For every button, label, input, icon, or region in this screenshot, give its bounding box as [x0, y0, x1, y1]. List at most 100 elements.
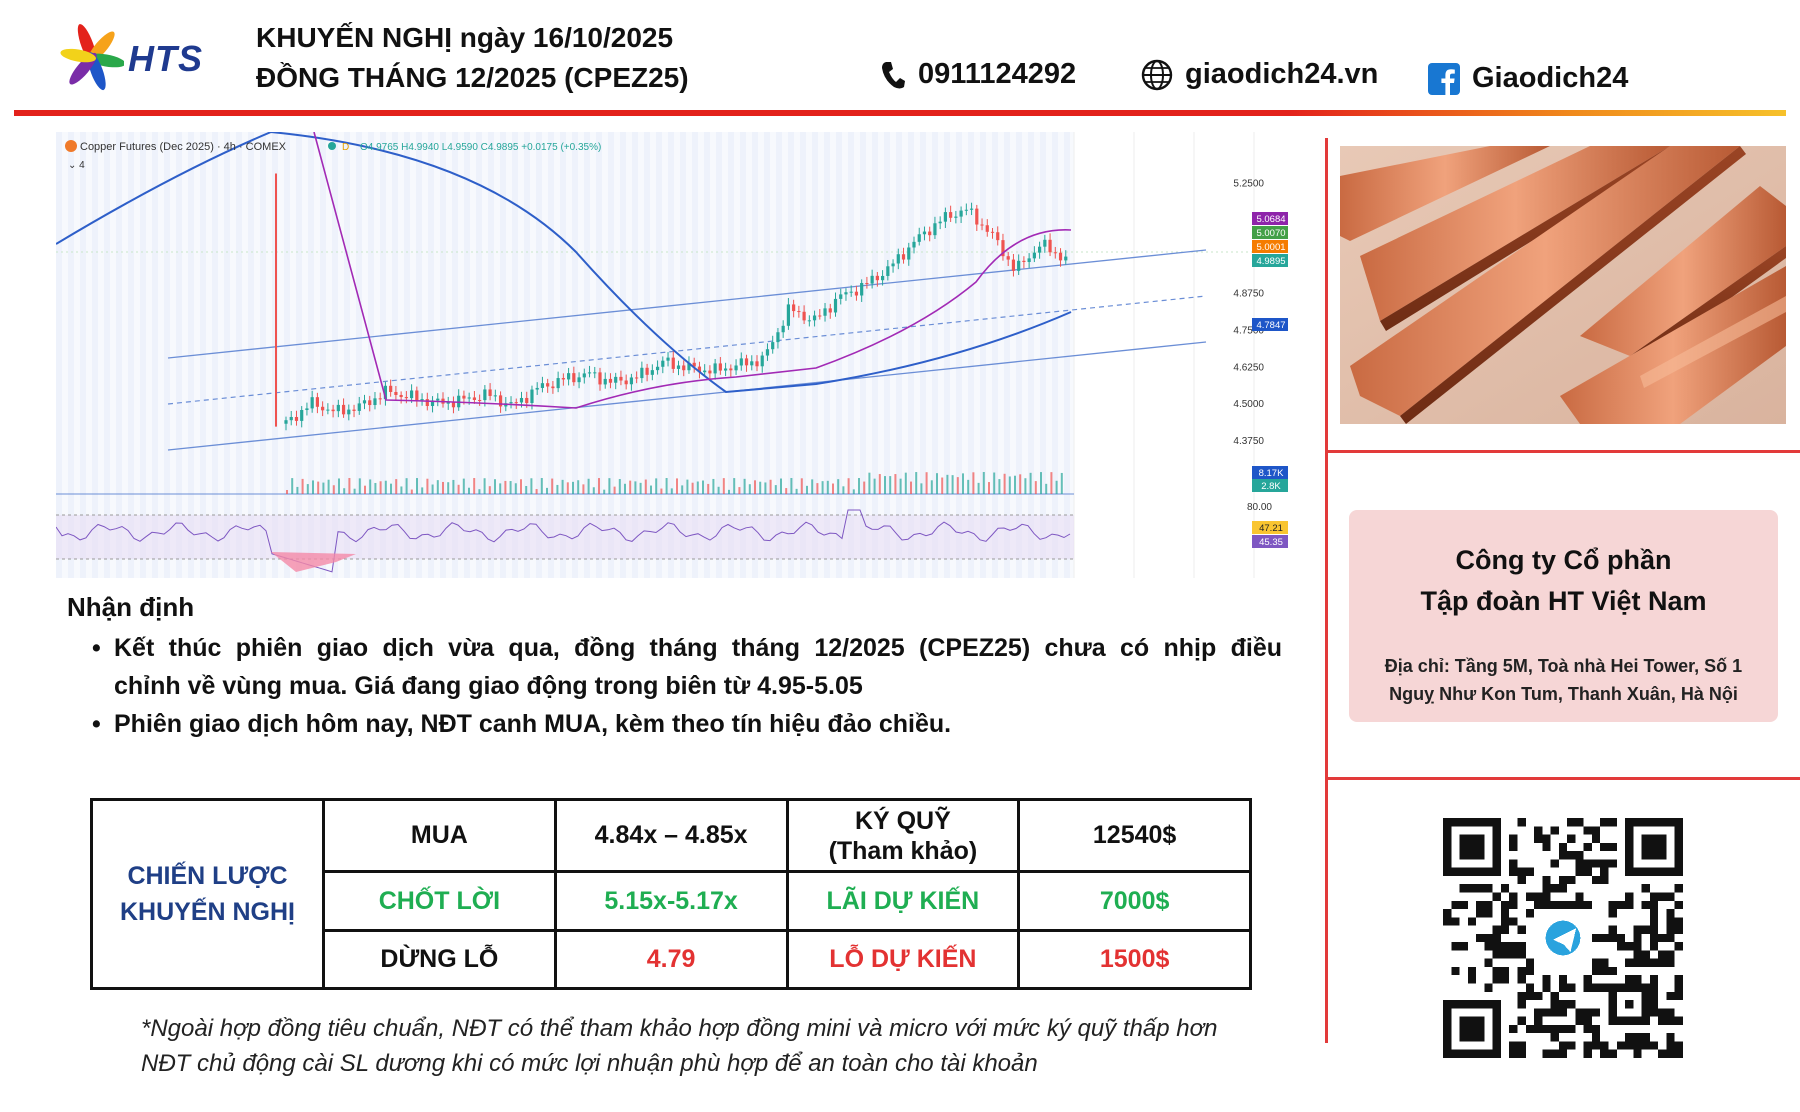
- volume-bar: [551, 478, 554, 494]
- phone-contact[interactable]: 0911124292: [880, 58, 1076, 91]
- volume-bar: [478, 489, 481, 494]
- volume-bar: [514, 483, 517, 494]
- candle: [410, 384, 414, 403]
- volume-bar: [291, 478, 294, 494]
- candle: [718, 357, 722, 375]
- volume-bar: [774, 485, 777, 494]
- volume-bar: [785, 488, 788, 494]
- copper-bars-photo: [1340, 146, 1786, 424]
- price-badge: 4.9895: [1252, 254, 1288, 267]
- volume-bar: [374, 482, 377, 494]
- volume-bar: [722, 478, 725, 494]
- volume-bar: [977, 482, 980, 494]
- candle: [729, 364, 733, 377]
- candle: [629, 373, 633, 391]
- volume-bar: [665, 478, 668, 494]
- candle: [383, 381, 388, 406]
- company-name-line1: Công ty Cổ phần: [1455, 545, 1672, 575]
- volume-bar: [832, 483, 834, 494]
- volume-bar: [509, 481, 512, 494]
- volume-bar: [296, 486, 299, 494]
- candle: [535, 382, 539, 395]
- candle: [593, 366, 597, 379]
- rsi-oversold-zone: [271, 552, 356, 572]
- indicator-count: 4: [79, 160, 85, 171]
- volume-bar: [338, 478, 340, 494]
- volume-bar: [317, 481, 320, 494]
- candle: [645, 363, 649, 382]
- volume-bar: [728, 489, 730, 494]
- candle: [802, 305, 806, 325]
- section-divider-top: [1327, 450, 1800, 453]
- volume-bar: [457, 484, 460, 494]
- candle: [797, 305, 801, 318]
- svg-text:4.9895: 4.9895: [1256, 256, 1285, 267]
- svg-text:47.21: 47.21: [1259, 523, 1283, 534]
- volume-bar: [972, 472, 975, 494]
- page-title: KHUYẾN NGHỊ ngày 16/10/2025: [256, 22, 674, 53]
- volume-bar: [946, 474, 949, 494]
- volume-bar: [353, 488, 356, 494]
- volume-bar: [967, 479, 970, 494]
- volume-bar: [1029, 472, 1032, 494]
- facebook-page: Giaodich24: [1472, 62, 1629, 94]
- volume-bar: [343, 488, 346, 494]
- volume-bar: [707, 483, 710, 494]
- candle: [922, 226, 927, 241]
- candle: [786, 297, 790, 330]
- qr-code[interactable]: [1443, 818, 1683, 1058]
- indicator-toggle[interactable]: ⌄ 4: [68, 160, 85, 171]
- y-tick-label: 4.8750: [1233, 289, 1264, 300]
- website-link[interactable]: giaodich24.vn: [1141, 58, 1378, 91]
- volume-bar: [936, 473, 938, 494]
- volume-bar: [920, 483, 923, 494]
- volume-bar: [1034, 481, 1037, 494]
- candle: [1011, 254, 1016, 277]
- candle: [1001, 233, 1005, 261]
- volume-bar: [889, 476, 892, 494]
- candle: [436, 393, 440, 407]
- candle: [341, 398, 346, 418]
- volume-bar: [473, 478, 476, 494]
- candle: [624, 374, 628, 390]
- price-badge: 5.0001: [1252, 240, 1288, 253]
- candle: [640, 361, 644, 383]
- candle: [755, 355, 759, 372]
- candle: [865, 276, 869, 289]
- candle: [540, 376, 545, 393]
- phone-number: 0911124292: [918, 58, 1077, 90]
- candle: [949, 205, 953, 223]
- volume-bar: [286, 490, 288, 494]
- candle: [671, 351, 675, 373]
- analysis-bullet-2: • Phiên giao dịch hôm nay, NĐT canh MUA, …: [92, 710, 952, 738]
- candle: [577, 372, 581, 389]
- candle: [394, 385, 398, 401]
- brand-name: HTS: [128, 38, 203, 79]
- volume-bar: [566, 482, 569, 494]
- volume-bar: [873, 478, 876, 494]
- svg-text:45.35: 45.35: [1259, 537, 1283, 548]
- candle: [1053, 246, 1057, 259]
- candle: [451, 396, 456, 414]
- candle: [901, 247, 906, 264]
- candle: [336, 399, 340, 418]
- candle: [488, 383, 492, 401]
- address-line1: Địa chỉ: Tầng 5M, Toà nhà Hei Tower, Số …: [1384, 656, 1743, 676]
- volume-bar: [790, 478, 793, 494]
- candle: [661, 356, 665, 374]
- facebook-link[interactable]: Giaodich24: [1428, 62, 1628, 95]
- volume-bar: [613, 486, 616, 494]
- candle: [933, 216, 937, 239]
- svg-text:D: D: [342, 142, 349, 153]
- volume-bar: [488, 486, 491, 494]
- candle: [990, 228, 995, 239]
- candle: [917, 227, 921, 246]
- ma-long-line: [56, 132, 1072, 394]
- candle: [975, 204, 979, 231]
- volume-bar: [358, 478, 361, 494]
- volume-bar: [1003, 473, 1006, 494]
- candle: [1038, 241, 1042, 259]
- candle: [854, 285, 859, 301]
- volume-bar: [592, 487, 595, 494]
- candle: [807, 315, 811, 327]
